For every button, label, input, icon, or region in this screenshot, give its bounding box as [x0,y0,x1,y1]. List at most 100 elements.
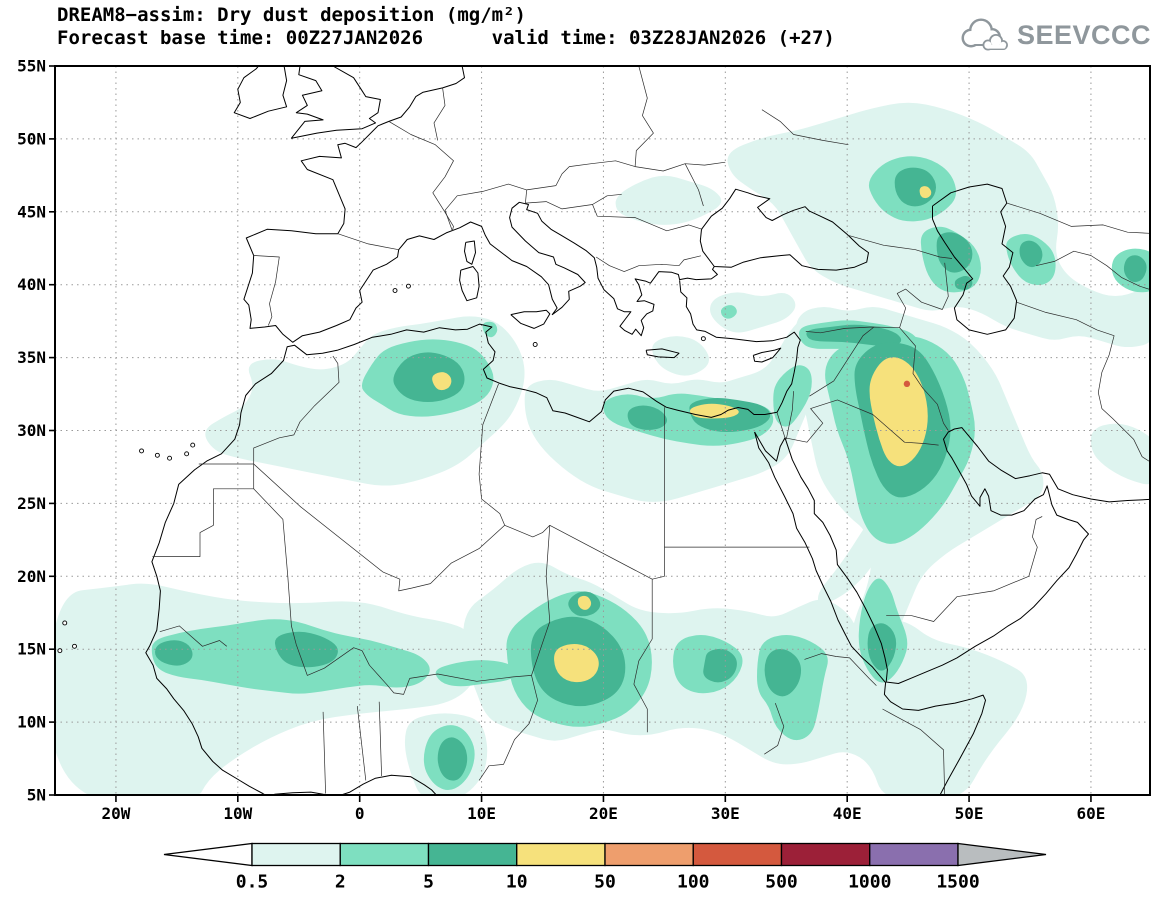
dust-contour-l3 [703,648,737,683]
lat-tick-label: 25N [17,494,46,513]
lat-tick-label: 35N [17,348,46,367]
colorbar-box [692,842,783,867]
lon-tick-label: 50E [955,804,984,823]
country-border [409,673,532,682]
dust-contour-l1 [1090,423,1150,485]
colorbar-label: 50 [594,872,616,893]
coastline [274,774,437,795]
colorbar: 0.5 2 5 10 50 100 500 1000 1500 [163,842,1047,893]
country-border [478,383,506,526]
country-border [525,193,622,210]
country-border [388,121,454,231]
dust-contour-l1 [710,292,796,333]
country-border [337,233,399,251]
country-border [633,579,653,733]
colorbar-box [427,842,518,867]
lat-tick-label: 45N [17,202,46,221]
country-border [899,327,949,431]
dust-contour-l3 [764,648,802,697]
small-island [405,283,411,289]
small-island [139,448,144,454]
small-island [700,336,706,342]
colorbar-label: 500 [765,872,798,893]
dust-contour-l4 [919,186,932,199]
colorbar-box [251,842,341,867]
coastline [932,183,1018,335]
country-border [152,464,255,557]
coastline [145,280,801,795]
dust-contour-l3 [1123,255,1147,283]
dust-contour-l3 [936,232,973,273]
country-border [896,262,949,328]
dust-contour-l3 [437,737,468,781]
country-border [595,256,680,272]
coastline [464,240,476,265]
coastline [233,66,288,119]
colorbar-box [869,842,959,867]
country-border [1016,301,1150,463]
lon-tick-label: 30E [711,804,740,823]
colorbar-label: 10 [506,872,528,893]
lon-tick-label: 0 [355,804,365,823]
country-border [253,255,280,326]
coastline [290,66,381,139]
lat-tick-label: 30N [17,421,46,440]
lat-tick-label: 20N [17,567,46,586]
small-island [392,288,398,293]
country-border [847,234,953,259]
small-island [167,455,173,461]
dust-contour-l3 [274,631,338,668]
small-island [72,643,77,649]
dust-contour-l2 [773,365,812,427]
coastline [243,66,718,343]
country-border [253,463,505,592]
colorbar-box [339,842,430,867]
lat-tick-label: 10N [17,713,46,732]
lat-tick-label: 55N [17,57,46,76]
dust-contour-l4 [432,372,452,391]
coastline [645,348,680,359]
dust-contour-l3 [393,352,465,403]
country-border [776,412,786,438]
cloud-icon [961,18,1008,51]
colorbar-label: 0.5 [236,872,269,893]
country-border [684,163,704,207]
dust-contour-l3 [806,324,902,347]
country-border [592,204,703,232]
dust-contour-l1 [727,102,1150,348]
country-border [886,590,994,622]
country-border [678,255,701,266]
small-island [62,620,68,626]
country-border [444,183,528,231]
coastline [459,266,480,302]
dust-contour-l3 [954,275,973,290]
dust-contour-l4 [554,643,599,683]
country-border [433,87,446,141]
colorbar-label: 1000 [848,872,891,893]
country-border [784,399,939,446]
dust-contour-l3 [627,405,668,430]
dust-contour-l3 [1019,240,1043,268]
colorbar-label: 5 [423,872,434,893]
lon-tick-label: 40E [833,804,862,823]
map-title: DREAM8−assim: Dry dust deposition (mg/m²… [57,4,526,26]
small-island [57,648,63,654]
lon-tick-label: 10W [223,804,252,823]
country-border [805,326,900,334]
colorbar-arrow-right [957,842,1047,867]
colorbar-box [780,842,871,867]
brand-text: SEEVCCC [1016,19,1151,50]
country-border [526,160,726,191]
dust-contour-l3 [155,640,193,666]
country-border [478,675,538,781]
lon-tick-label: 60E [1076,804,1105,823]
small-island [190,442,196,448]
lon-tick-label: 10E [467,804,496,823]
lon-tick-label: 20E [589,804,618,823]
lat-tick-label: 40N [17,275,46,294]
country-border [322,711,326,794]
coastline [752,347,782,363]
colorbar-box [604,842,694,867]
